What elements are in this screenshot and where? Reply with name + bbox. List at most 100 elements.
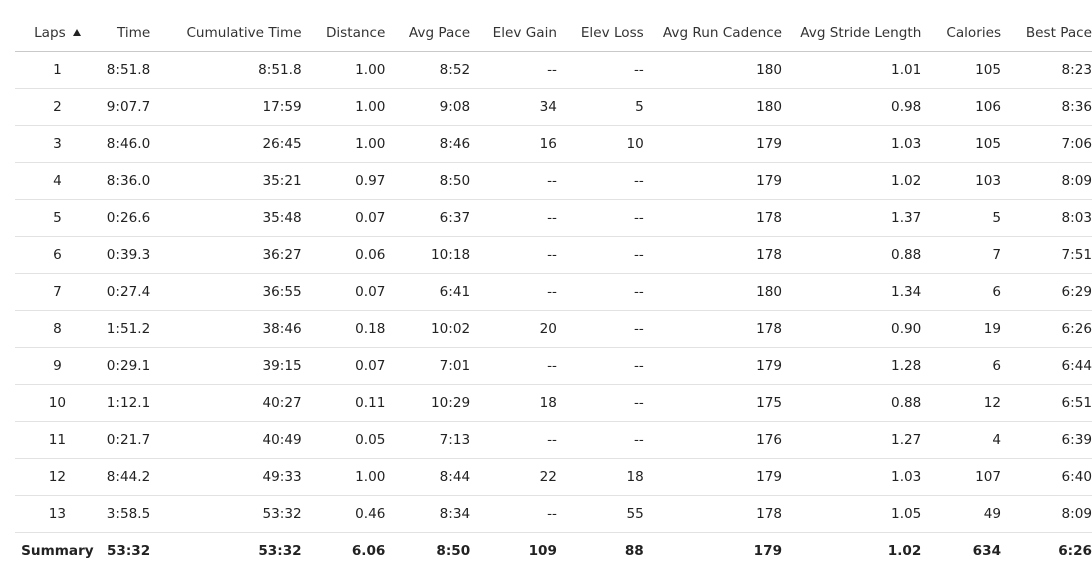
table-cell: 8:50 (385, 162, 471, 200)
header-row: Laps Time Cumulative Time Distance Avg Pace E… (15, 14, 1092, 52)
table-cell: -- (556, 310, 644, 348)
table-cell: 35:48 (150, 199, 302, 237)
table-cell: 179 (643, 125, 783, 163)
table-cell: 105 (921, 125, 1002, 163)
table-cell: 1.27 (782, 421, 922, 459)
table-cell: 4 (15, 162, 100, 200)
table-cell: 36:55 (150, 273, 302, 311)
column-header-cumulative-time[interactable]: Cumulative Time (150, 14, 302, 52)
column-header-label: Elev Gain (492, 24, 557, 41)
summary-row: Summary 53:32 53:32 6.06 8:50 109 88 179 1.02 634… (15, 533, 1092, 570)
table-cell: 0:26.6 (99, 199, 151, 237)
table-cell: 38:46 (150, 310, 302, 348)
column-header-label: Calories (946, 24, 1002, 41)
table-cell: 17:59 (150, 88, 302, 126)
column-header-label: Best Pace (1025, 24, 1092, 41)
column-header-label: Avg Run Cadence (662, 24, 783, 41)
table-cell: 12 (921, 384, 1002, 422)
table-cell: -- (556, 162, 644, 200)
laps-table: Laps Time Cumulative Time Distance Avg Pace E… (15, 14, 1092, 569)
table-cell: 39:15 (150, 347, 302, 385)
table-cell: 8:03 (1001, 199, 1092, 237)
table-cell: 1.05 (782, 495, 922, 533)
summary-cell: 88 (624, 543, 644, 559)
table-cell: 7 (15, 273, 100, 311)
table-row: 7 0:27.4 36:55 0.07 6:41 -- -- 180 1.34 6 6:29 (15, 273, 1092, 311)
table-row: 12 8:44.2 49:33 1.00 8:44 22 18 179 1.03 107 6:40 (15, 458, 1092, 496)
table-cell: -- (470, 162, 557, 200)
table-cell: 178 (643, 199, 783, 237)
table-cell: 8:46.0 (99, 125, 151, 163)
table-cell: 0.97 (301, 162, 386, 200)
table-cell: 6:37 (385, 199, 471, 237)
table-cell: 179 (643, 347, 783, 385)
column-header-best-pace[interactable]: Best Pace (1001, 14, 1092, 52)
table-cell: 0.88 (782, 236, 922, 274)
table-cell: 3 (15, 125, 100, 163)
table-row: 10 1:12.1 40:27 0.11 10:29 18 -- 175 0.88 12 6:51 (15, 384, 1092, 422)
table-cell: 6:39 (1001, 421, 1092, 459)
column-header-elev-loss[interactable]: Elev Loss (556, 14, 644, 52)
table-cell: 0.07 (301, 347, 386, 385)
table-cell: 1.28 (782, 347, 922, 385)
table-cell: 7:01 (385, 347, 471, 385)
column-header-elev-gain[interactable]: Elev Gain (470, 14, 557, 52)
table-cell: 107 (921, 458, 1002, 496)
table-cell: 0.07 (301, 199, 386, 237)
table-cell: 8:51.8 (99, 51, 151, 89)
column-header-time[interactable]: Time (99, 14, 151, 52)
table-cell: -- (470, 199, 557, 237)
table-cell: 1.00 (301, 125, 386, 163)
table-cell: 5 (556, 88, 644, 126)
column-header-avg-pace[interactable]: Avg Pace (385, 14, 471, 52)
table-row: 11 0:21.7 40:49 0.05 7:13 -- -- 176 1.27 4 6:39 (15, 421, 1092, 459)
table-cell: 1:51.2 (99, 310, 151, 348)
table-cell: 8:44 (385, 458, 471, 496)
table-cell: -- (556, 421, 644, 459)
table-cell: 1.00 (301, 51, 386, 89)
table-cell: 0:39.3 (99, 236, 151, 274)
column-header-avg-run-cadence[interactable]: Avg Run Cadence (643, 14, 783, 52)
table-cell: 2 (15, 88, 100, 126)
column-header-laps[interactable]: Laps (15, 14, 100, 52)
table-cell: 19 (921, 310, 1002, 348)
table-cell: 179 (643, 162, 783, 200)
table-cell: 18 (556, 458, 644, 496)
summary-cell: 1.02 (887, 543, 922, 559)
summary-cell: 109 (528, 543, 557, 559)
table-cell: 1.02 (782, 162, 922, 200)
column-header-calories[interactable]: Calories (921, 14, 1002, 52)
table-cell: 10:02 (385, 310, 471, 348)
table-cell: -- (470, 273, 557, 311)
table-cell: 40:27 (150, 384, 302, 422)
column-header-distance[interactable]: Distance (301, 14, 386, 52)
table-cell: 12 (15, 458, 100, 496)
table-cell: 179 (643, 458, 783, 496)
table-cell: 1.34 (782, 273, 922, 311)
table-cell: 7:06 (1001, 125, 1092, 163)
table-cell: 8:34 (385, 495, 471, 533)
table-cell: -- (556, 384, 644, 422)
table-cell: 6 (921, 273, 1002, 311)
summary-cell: 634 (972, 543, 1002, 559)
sort-ascending-icon[interactable] (72, 28, 81, 36)
table-cell: 1.00 (301, 458, 386, 496)
table-row: 5 0:26.6 35:48 0.07 6:37 -- -- 178 1.37 5 8:03 (15, 199, 1092, 237)
table-cell: 176 (643, 421, 783, 459)
table-cell: 8:51.8 (150, 51, 302, 89)
table-cell: 13 (15, 495, 100, 533)
table-cell: 180 (643, 88, 783, 126)
table-cell: 4 (921, 421, 1002, 459)
table-cell: 6:51 (1001, 384, 1092, 422)
table-cell: 178 (643, 495, 783, 533)
laps-body: 1 8:51.8 8:51.8 1.00 8:52 -- -- 180 1.01 105 8:23 2… (15, 51, 1092, 570)
table-cell: 7:13 (385, 421, 471, 459)
table-row: 13 3:58.5 53:32 0.46 8:34 -- 55 178 1.05 49 8:09 (15, 495, 1092, 533)
column-header-avg-stride-length[interactable]: Avg Stride Length (782, 14, 922, 52)
table-cell: 0.07 (301, 273, 386, 311)
table-row: 1 8:51.8 8:51.8 1.00 8:52 -- -- 180 1.01 105 8:23 (15, 51, 1092, 89)
table-cell: 9:08 (385, 88, 471, 126)
table-cell: -- (556, 273, 644, 311)
column-header-label: Time (116, 24, 151, 41)
column-header-label: Cumulative Time (186, 24, 302, 41)
